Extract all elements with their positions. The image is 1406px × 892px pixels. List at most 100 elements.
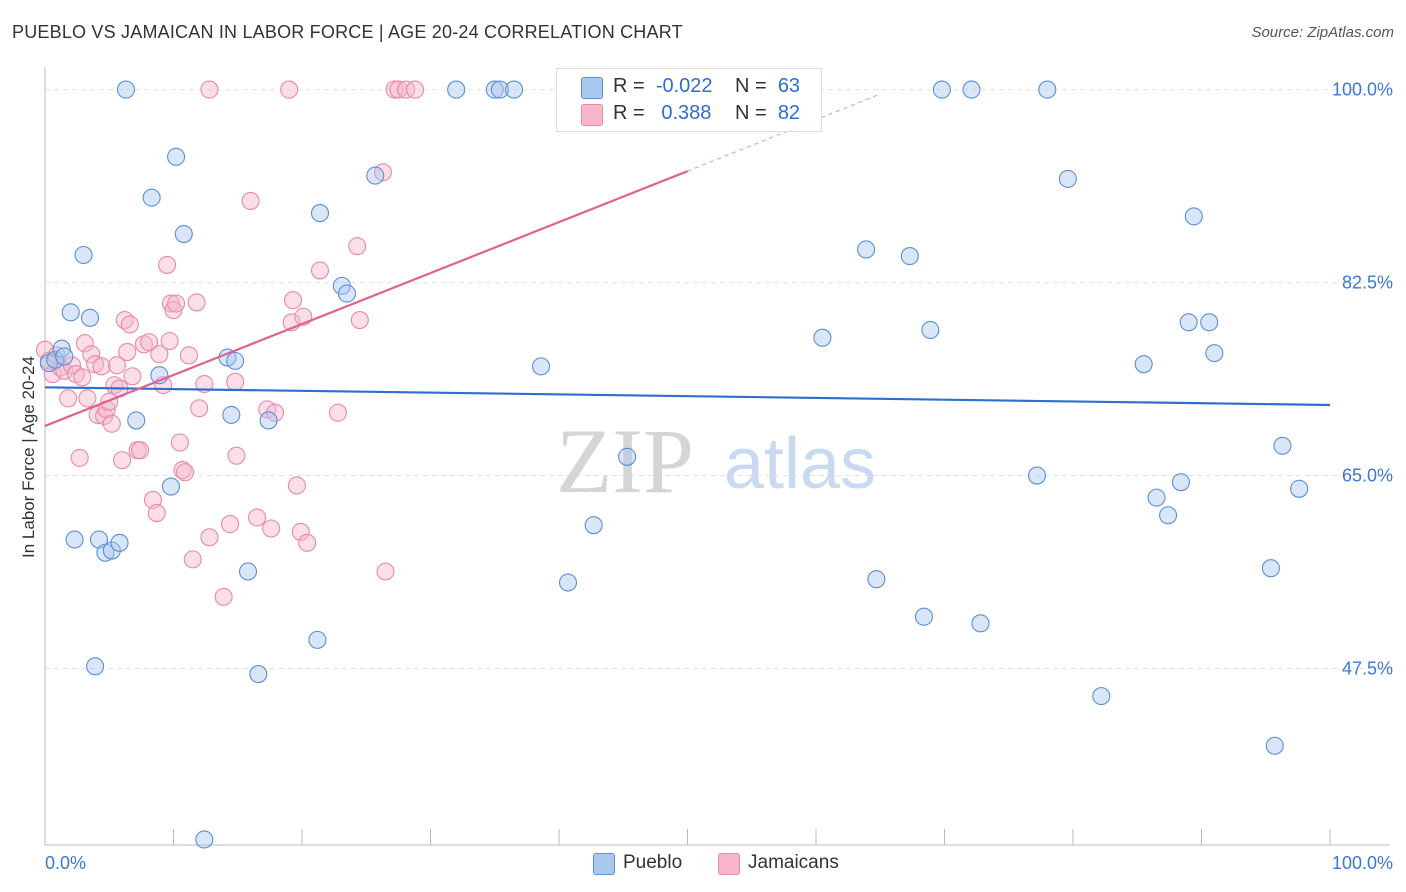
- pueblo-point: [962, 80, 981, 99]
- pueblo-point: [1273, 436, 1292, 455]
- pueblo-point: [310, 204, 330, 223]
- jamaican-n-value: 82: [777, 102, 801, 124]
- pueblo-point: [1179, 313, 1198, 332]
- pueblo-point: [167, 147, 186, 166]
- jamaican-r-value: 0.388: [661, 102, 712, 124]
- jamaican-point: [88, 405, 107, 424]
- jamaican-point: [113, 451, 132, 470]
- jamaican-point: [118, 342, 137, 362]
- jamaican-point: [241, 191, 260, 211]
- pueblo-point: [921, 320, 940, 340]
- pueblo-point: [65, 530, 84, 549]
- jamaican-point: [75, 334, 94, 353]
- jamaican-point: [328, 403, 348, 422]
- jamaican-point: [150, 345, 169, 364]
- pueblo-point: [238, 562, 258, 581]
- pueblo-point: [1265, 736, 1284, 755]
- pueblo-point: [1147, 488, 1166, 507]
- pueblo-point: [1027, 466, 1047, 485]
- pueblo-point: [308, 630, 327, 649]
- jamaican-point: [179, 346, 198, 365]
- jamaican-point: [170, 433, 189, 452]
- pueblo-point: [558, 573, 578, 592]
- pueblo-legend-label: Pueblo: [623, 852, 683, 873]
- pueblo-point: [174, 224, 193, 244]
- jamaican-swatch: [581, 104, 603, 126]
- x-tick-label-max: 100.0%: [1332, 853, 1393, 873]
- jamaican-point: [173, 460, 192, 480]
- pueblo-point: [485, 80, 504, 99]
- x-tick-label-min: 0.0%: [45, 853, 86, 873]
- pueblo-point: [142, 188, 161, 207]
- pueblo-r-value: -0.022: [655, 75, 713, 97]
- jamaican-point: [147, 504, 166, 523]
- pueblo-point: [1058, 169, 1077, 188]
- y-tick-label: 100.0%: [1332, 80, 1393, 100]
- pueblo-trend-line: [44, 386, 1331, 407]
- jamaican-point: [160, 331, 179, 351]
- jamaican-point: [350, 311, 369, 330]
- pueblo-point: [1290, 479, 1309, 498]
- jamaican-point: [43, 365, 62, 384]
- jamaican-point: [227, 446, 246, 465]
- jamaican-point: [73, 368, 92, 387]
- pueblo-point: [1159, 506, 1178, 525]
- tick-labels: 100.0% 82.5% 65.0% 47.5% 0.0% 100.0%: [45, 80, 1393, 873]
- jamaican-point: [59, 389, 78, 408]
- pueblo-point: [1200, 313, 1219, 332]
- grid-lines: [45, 89, 1390, 670]
- jamaicans-legend-label: Jamaicans: [748, 852, 839, 873]
- pueblo-swatch: [581, 77, 603, 99]
- pueblo-point: [116, 80, 136, 99]
- trend-lines: [44, 93, 1331, 427]
- pueblo-point: [1092, 687, 1111, 706]
- pueblo-point: [195, 830, 214, 849]
- jamaican-point: [167, 294, 186, 313]
- jamaican-point: [200, 528, 219, 547]
- pueblo-point: [74, 245, 93, 265]
- pueblo-point: [86, 657, 105, 676]
- pueblo-point: [1171, 473, 1190, 492]
- jamaican-point: [92, 357, 111, 376]
- pueblo-point: [249, 665, 268, 684]
- jamaican-point: [195, 374, 214, 394]
- pueblo-point: [337, 284, 357, 303]
- source-label: Source: ZipAtlas.com: [1251, 24, 1394, 41]
- pueblo-points: [39, 80, 1309, 849]
- jamaican-point: [190, 399, 209, 418]
- jamaican-point: [120, 315, 139, 334]
- pueblo-point: [447, 80, 466, 99]
- pueblo-point: [1205, 344, 1224, 363]
- jamaican-point: [287, 476, 306, 495]
- pueblo-point: [1134, 355, 1153, 374]
- jamaican-point: [406, 80, 425, 99]
- pueblo-point: [971, 614, 990, 633]
- jamaican-point: [131, 441, 150, 460]
- pueblo-point: [102, 541, 121, 560]
- pueblo-point: [127, 411, 146, 430]
- jamaican-point: [214, 587, 233, 606]
- pueblo-point: [900, 247, 919, 266]
- pueblo-point: [813, 328, 832, 347]
- jamaican-point: [220, 515, 240, 534]
- jamaican-point: [78, 389, 97, 408]
- y-tick-label: 47.5%: [1342, 659, 1393, 679]
- pueblo-n-value: 63: [777, 75, 801, 97]
- jamaican-point: [82, 345, 101, 364]
- pueblo-point: [80, 308, 100, 327]
- pueblo-point: [110, 533, 129, 552]
- pueblo-point: [531, 357, 551, 376]
- pueblo-point: [857, 240, 876, 259]
- jamaican-points: [35, 80, 425, 606]
- pueblo-n: N = 63: [735, 75, 801, 97]
- jamaican-point: [298, 533, 317, 552]
- jamaican-point: [291, 522, 310, 541]
- jamaican-point: [123, 367, 142, 386]
- jamaican-point: [310, 261, 330, 280]
- pueblo-point: [259, 411, 278, 430]
- pueblo-point: [867, 570, 886, 589]
- y-axis-label: In Labor Force | Age 20-24: [19, 356, 38, 558]
- jamaican-point: [262, 519, 281, 538]
- pueblo-point: [61, 303, 80, 322]
- pueblo-point: [1038, 80, 1057, 99]
